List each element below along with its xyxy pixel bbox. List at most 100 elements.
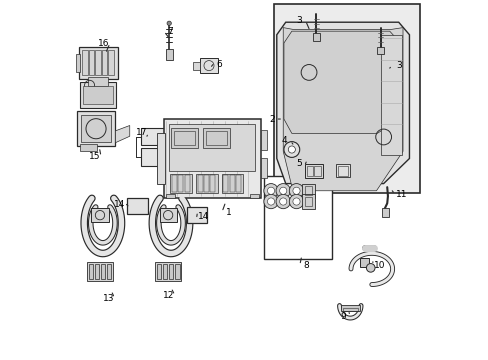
Bar [360,258,368,267]
Circle shape [289,184,303,198]
Circle shape [366,264,374,272]
Text: 1: 1 [225,208,231,217]
Bar [81,116,110,141]
Bar [91,208,108,222]
Bar [203,175,208,192]
Circle shape [267,187,274,194]
Bar [163,264,167,279]
Circle shape [279,198,286,205]
Bar [171,175,176,192]
Bar [210,175,215,192]
Bar [80,144,97,151]
Text: 11: 11 [395,190,407,199]
Bar [82,50,88,75]
Text: 10: 10 [373,261,385,270]
Bar [306,166,312,176]
Bar [376,46,384,54]
Text: 3: 3 [296,16,301,25]
Bar [302,184,314,198]
Bar [77,111,115,146]
Bar [260,158,266,178]
Bar [196,174,217,193]
Bar [126,198,147,215]
Bar [304,164,323,178]
Bar [260,130,266,149]
Bar [95,50,101,75]
Bar [203,128,230,148]
Polygon shape [115,126,129,143]
Bar [184,175,189,192]
Bar [192,62,200,69]
Circle shape [267,198,274,205]
Text: 13: 13 [102,294,114,303]
Circle shape [279,187,286,194]
Circle shape [284,141,299,157]
Bar [140,148,163,166]
Bar [163,119,260,198]
Bar [382,208,388,217]
Bar [165,194,174,198]
Bar [94,264,99,279]
Text: 4: 4 [281,136,286,145]
Text: 12: 12 [163,291,174,300]
Circle shape [276,194,290,209]
Bar [305,186,312,195]
Text: 7: 7 [167,27,173,36]
Bar [335,164,349,177]
Bar [175,264,179,279]
Circle shape [264,184,278,198]
Bar [168,264,173,279]
Bar [249,194,258,198]
Polygon shape [284,31,400,134]
Bar [171,128,198,148]
Circle shape [288,146,295,153]
Bar [170,174,191,193]
Bar [381,35,402,155]
Bar [314,166,320,176]
Bar [302,194,314,209]
Text: 14: 14 [114,200,125,209]
Bar [79,47,117,79]
Bar [342,309,357,311]
Bar [76,54,80,72]
Text: 6: 6 [216,60,222,69]
Bar [159,208,176,222]
Bar [273,4,419,193]
Bar [101,264,105,279]
Bar [156,264,161,279]
Text: 3: 3 [395,61,401,70]
Bar [106,264,111,279]
Circle shape [276,184,290,198]
Bar [80,82,116,108]
Bar [222,174,243,193]
Bar [305,197,312,206]
Bar [157,134,164,184]
Bar [199,58,218,73]
Circle shape [167,21,171,26]
Bar [108,50,113,75]
Circle shape [292,187,300,194]
Bar [236,175,241,192]
Bar [86,262,112,282]
Bar [165,49,172,59]
Bar [88,77,107,86]
Bar [187,207,206,223]
Text: 14: 14 [197,212,208,221]
Bar [174,131,194,145]
Bar [102,50,107,75]
Bar [155,262,180,282]
Circle shape [264,194,278,209]
Circle shape [292,198,300,205]
Polygon shape [283,28,402,191]
Bar [169,125,255,171]
Bar [312,33,319,41]
Text: 9: 9 [340,312,346,321]
Bar [83,86,113,104]
Bar [337,166,347,176]
Text: 16: 16 [98,39,109,48]
Bar [140,128,163,145]
Bar [206,131,226,145]
Bar [89,50,94,75]
Text: 8: 8 [303,261,308,270]
Text: 17: 17 [136,128,147,137]
